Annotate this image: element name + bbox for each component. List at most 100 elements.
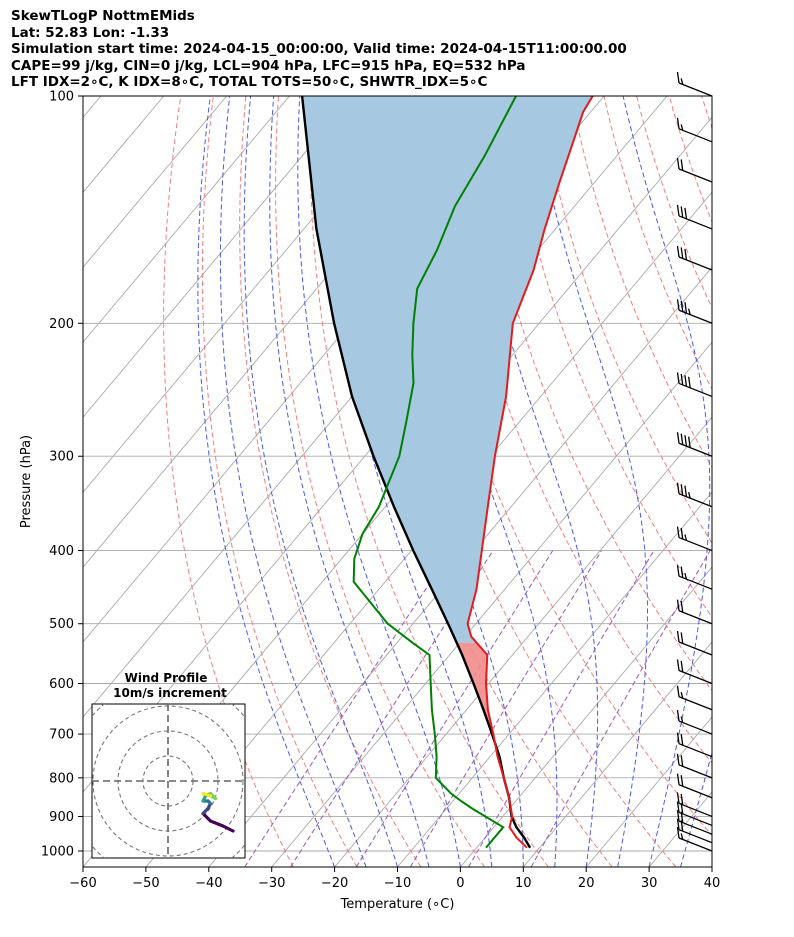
- location-line: Lat: 52.83 Lon: -1.33: [11, 25, 170, 41]
- wind-barb: [676, 204, 713, 230]
- wind-barb-staff: [678, 696, 713, 711]
- wind-barb-flag: [676, 732, 680, 744]
- wind-barb-flag: [676, 826, 680, 839]
- wind-barbs: [676, 71, 713, 852]
- chart-title: SkewTLogP NottmEMids: [11, 8, 195, 24]
- wind-barb-flag: [680, 632, 684, 644]
- hodograph-subtitle: 10m/s increment: [113, 686, 227, 700]
- wind-barb: [676, 299, 713, 324]
- wind-barb: [676, 709, 713, 735]
- wind-barb-flag: [680, 716, 684, 723]
- isotherm: [397, 491, 712, 867]
- wind-barb-flag: [680, 124, 684, 131]
- cin-area: [456, 642, 513, 817]
- x-tick-label: 40: [704, 876, 721, 891]
- wind-barb-flag: [688, 436, 691, 448]
- isotherm: [585, 716, 712, 867]
- wind-barb-flag: [680, 601, 684, 613]
- wind-barb-flag: [688, 308, 691, 315]
- wind-barb-flag: [680, 566, 684, 578]
- wind-barb-staff: [678, 309, 713, 324]
- wind-barb-staff: [678, 442, 713, 457]
- wind-barb-flag: [676, 810, 680, 822]
- wind-barb-flag: [680, 755, 684, 767]
- x-tick-label: −20: [321, 876, 348, 891]
- wind-barb-flag: [684, 572, 688, 580]
- wind-barb: [676, 753, 713, 779]
- wind-barb-flag: [680, 692, 684, 699]
- wind-barb-flag: [676, 157, 680, 170]
- x-tick-label: −60: [69, 876, 96, 891]
- wind-barb-flag: [684, 534, 688, 541]
- wind-barb-flag: [676, 526, 680, 538]
- wind-barb-flag: [676, 432, 680, 444]
- wind-barb-staff: [678, 575, 713, 590]
- dewpoint-profile-line: [352, 96, 517, 849]
- wind-barb-flag: [680, 734, 684, 746]
- wind-barb-flag: [676, 685, 680, 697]
- wind-barb-staff: [678, 802, 713, 818]
- wind-barb-staff: [678, 811, 713, 827]
- moist-adiabat: [328, 96, 493, 867]
- wind-barb-staff: [678, 128, 713, 143]
- x-tick-label: −30: [258, 876, 285, 891]
- wind-barb-staff: [678, 837, 713, 852]
- wind-barb-staff: [678, 784, 713, 799]
- dry-adiabat: [767, 96, 794, 867]
- axes: −60 −50 −40 −30 −20 −10 0 10 20 30 40 100 200 300 400 5…: [19, 90, 720, 913]
- wind-barb: [676, 659, 713, 685]
- dry-adiabat: [701, 96, 712, 130]
- dry-adiabat: [636, 96, 712, 309]
- wind-barb-flag: [684, 375, 688, 387]
- mixing-ratio-line: [355, 550, 554, 867]
- wind-barb: [676, 826, 713, 852]
- wind-barb: [676, 773, 713, 799]
- mixing-ratio-line: [468, 550, 655, 867]
- wind-barb-staff: [678, 720, 713, 735]
- mixing-ratio-line: [244, 550, 452, 867]
- wind-barb-staff: [678, 82, 713, 97]
- moist-adiabat: [269, 96, 430, 867]
- wind-barb-flag: [680, 78, 684, 85]
- wind-barb-flag: [680, 793, 684, 806]
- y-tick-label: 700: [49, 728, 74, 743]
- wind-barb-staff: [678, 168, 713, 183]
- hodograph-title: Wind Profile: [125, 671, 208, 685]
- x-tick-label: 10: [515, 876, 532, 891]
- hodograph-trace-segment: [201, 811, 213, 823]
- wind-barb-flag: [676, 204, 680, 217]
- wind-barb-flag: [680, 373, 684, 385]
- wind-barb-staff: [678, 764, 713, 779]
- wind-barb-flag: [684, 485, 688, 497]
- wind-barb: [676, 630, 713, 656]
- wind-barb-staff: [678, 641, 713, 656]
- wind-barb-staff: [678, 743, 713, 758]
- cape-area: [302, 96, 593, 643]
- wind-barb: [676, 71, 713, 97]
- mixing-ratio-line: [409, 550, 602, 867]
- wind-barb-flag: [680, 527, 684, 540]
- wind-barb-staff: [678, 493, 713, 508]
- wind-barb-staff: [678, 536, 713, 552]
- moist-adiabat: [364, 96, 524, 867]
- wind-barb-flag: [676, 709, 680, 722]
- wind-barb-flag: [676, 753, 680, 765]
- wind-barb-flag: [676, 372, 680, 384]
- moist-adiabat: [622, 96, 711, 867]
- x-tick-label: −40: [195, 876, 222, 891]
- simulation-time-line: Simulation start time: 2024-04-15_00:00:…: [11, 41, 627, 57]
- wind-barb-flag: [680, 206, 684, 218]
- hodograph-trace-segment: [208, 819, 225, 828]
- isotherm: [334, 416, 712, 867]
- dry-adiabat: [275, 96, 485, 867]
- wind-barb: [676, 372, 713, 398]
- dry-adiabat: [571, 96, 712, 468]
- wind-barb: [676, 157, 713, 183]
- wind-barb-staff: [678, 382, 713, 398]
- isotherm: [83, 96, 290, 343]
- isotherm: [460, 566, 712, 867]
- wind-barb-flag: [688, 492, 691, 499]
- y-tick-label: 600: [49, 677, 74, 692]
